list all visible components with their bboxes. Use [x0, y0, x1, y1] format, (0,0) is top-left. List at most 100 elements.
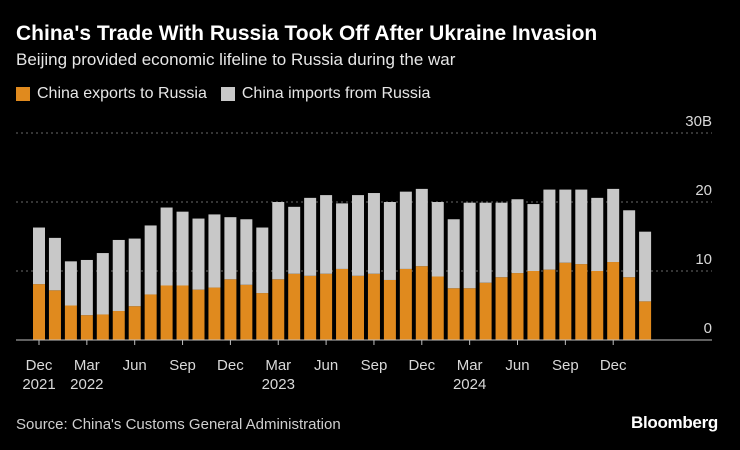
- bar-imports: [33, 227, 45, 285]
- bar-imports: [48, 237, 61, 291]
- y-tick-label: 30B: [685, 113, 712, 130]
- legend: China exports to Russia China imports fr…: [16, 85, 444, 103]
- bar-exports: [415, 266, 428, 340]
- bar-imports: [336, 203, 349, 269]
- x-tick-label-month: Jun: [123, 357, 147, 374]
- bar-exports: [495, 277, 508, 340]
- bar-imports: [415, 188, 428, 267]
- bar-exports: [575, 264, 588, 340]
- chart-title: China's Trade With Russia Took Off After…: [16, 22, 598, 45]
- bar-exports: [639, 301, 652, 340]
- bar-exports: [623, 277, 636, 340]
- x-tick-label-month: Sep: [169, 357, 196, 374]
- x-tick-label-month: Sep: [552, 357, 579, 374]
- x-tick-label-year: 2023: [262, 376, 295, 393]
- bar-exports: [320, 273, 333, 340]
- bloomberg-logo: Bloomberg: [630, 413, 718, 432]
- bar-exports: [431, 276, 444, 340]
- bar-exports: [288, 273, 301, 340]
- bar-exports: [256, 293, 269, 340]
- bar-imports: [208, 214, 221, 288]
- bar-imports: [272, 202, 285, 280]
- bar-imports: [288, 206, 301, 274]
- bar-exports: [64, 305, 77, 340]
- source-note: Source: China's Customs General Administ…: [16, 416, 341, 433]
- bar-imports: [160, 207, 173, 286]
- bar-exports: [96, 314, 109, 340]
- bar-imports: [96, 253, 109, 315]
- x-tick-label-year: 2024: [453, 376, 486, 393]
- bar-imports: [176, 211, 189, 286]
- bar-exports: [160, 285, 173, 340]
- bar-imports: [607, 188, 620, 263]
- bar-exports: [33, 284, 45, 340]
- bar-imports: [543, 189, 556, 270]
- bar-imports: [591, 197, 604, 271]
- bar-imports: [383, 202, 396, 280]
- x-tick-label-year: 2022: [70, 376, 103, 393]
- bar-exports: [128, 306, 141, 340]
- bar-imports: [399, 191, 412, 269]
- bar-exports: [80, 315, 93, 340]
- y-tick-label: 0: [704, 320, 712, 337]
- bar-exports: [224, 279, 237, 340]
- bar-exports: [144, 294, 157, 340]
- bar-imports: [80, 259, 93, 316]
- bar-imports: [256, 227, 269, 294]
- bar-imports: [495, 202, 508, 278]
- x-tick-label-month: Mar: [265, 357, 291, 374]
- bar-exports: [527, 271, 540, 340]
- x-tick-label-month: Mar: [457, 357, 483, 374]
- legend-swatch-imports: [220, 87, 235, 101]
- bar-imports: [559, 189, 572, 263]
- bar-exports: [240, 284, 253, 340]
- bar-exports: [463, 288, 476, 340]
- bar-exports: [272, 279, 285, 340]
- bar-imports: [320, 195, 333, 274]
- bar-exports: [304, 275, 317, 340]
- bar-imports: [463, 202, 476, 289]
- bar-exports: [112, 311, 125, 340]
- bar-imports: [304, 197, 317, 276]
- bar-imports: [527, 204, 540, 271]
- legend-item-imports: China imports from Russia: [220, 85, 431, 103]
- bar-exports: [48, 290, 61, 340]
- bar-exports: [559, 262, 572, 340]
- bar-imports: [128, 238, 141, 307]
- bar-imports: [367, 193, 380, 274]
- chart-subtitle: Beijing provided economic lifeline to Ru…: [16, 50, 456, 69]
- bar-imports: [240, 219, 253, 285]
- bar-exports: [352, 275, 364, 340]
- bar-exports: [591, 271, 604, 340]
- bar-exports: [383, 279, 396, 340]
- y-tick-label: 20: [695, 182, 712, 199]
- bar-imports: [352, 195, 364, 276]
- bar-exports: [607, 262, 620, 340]
- x-tick-label-month: Jun: [505, 357, 529, 374]
- bar-imports: [192, 218, 205, 290]
- bar-imports: [575, 189, 588, 265]
- bar-imports: [64, 261, 77, 306]
- x-tick-label-month: Dec: [600, 357, 627, 374]
- legend-label-exports: China exports to Russia: [37, 85, 207, 102]
- legend-label-imports: China imports from Russia: [241, 85, 431, 102]
- bar-exports: [367, 273, 380, 340]
- bar-exports: [399, 268, 412, 340]
- y-tick-label: 10: [695, 251, 712, 268]
- bar-exports: [192, 289, 205, 340]
- bar-imports: [144, 225, 157, 295]
- x-tick-label-month: Sep: [361, 357, 388, 374]
- bar-exports: [208, 287, 221, 340]
- legend-item-exports: China exports to Russia: [16, 85, 207, 103]
- bar-imports: [623, 210, 636, 278]
- bar-exports: [447, 288, 460, 340]
- x-tick-label-month: Dec: [408, 357, 435, 374]
- bar-imports: [224, 217, 237, 280]
- bar-exports: [479, 282, 492, 340]
- bar-imports: [112, 239, 125, 312]
- bar-imports: [511, 199, 524, 274]
- bar-imports: [479, 202, 492, 283]
- x-tick-label-month: Dec: [217, 357, 244, 374]
- x-tick-label-month: Mar: [74, 357, 100, 374]
